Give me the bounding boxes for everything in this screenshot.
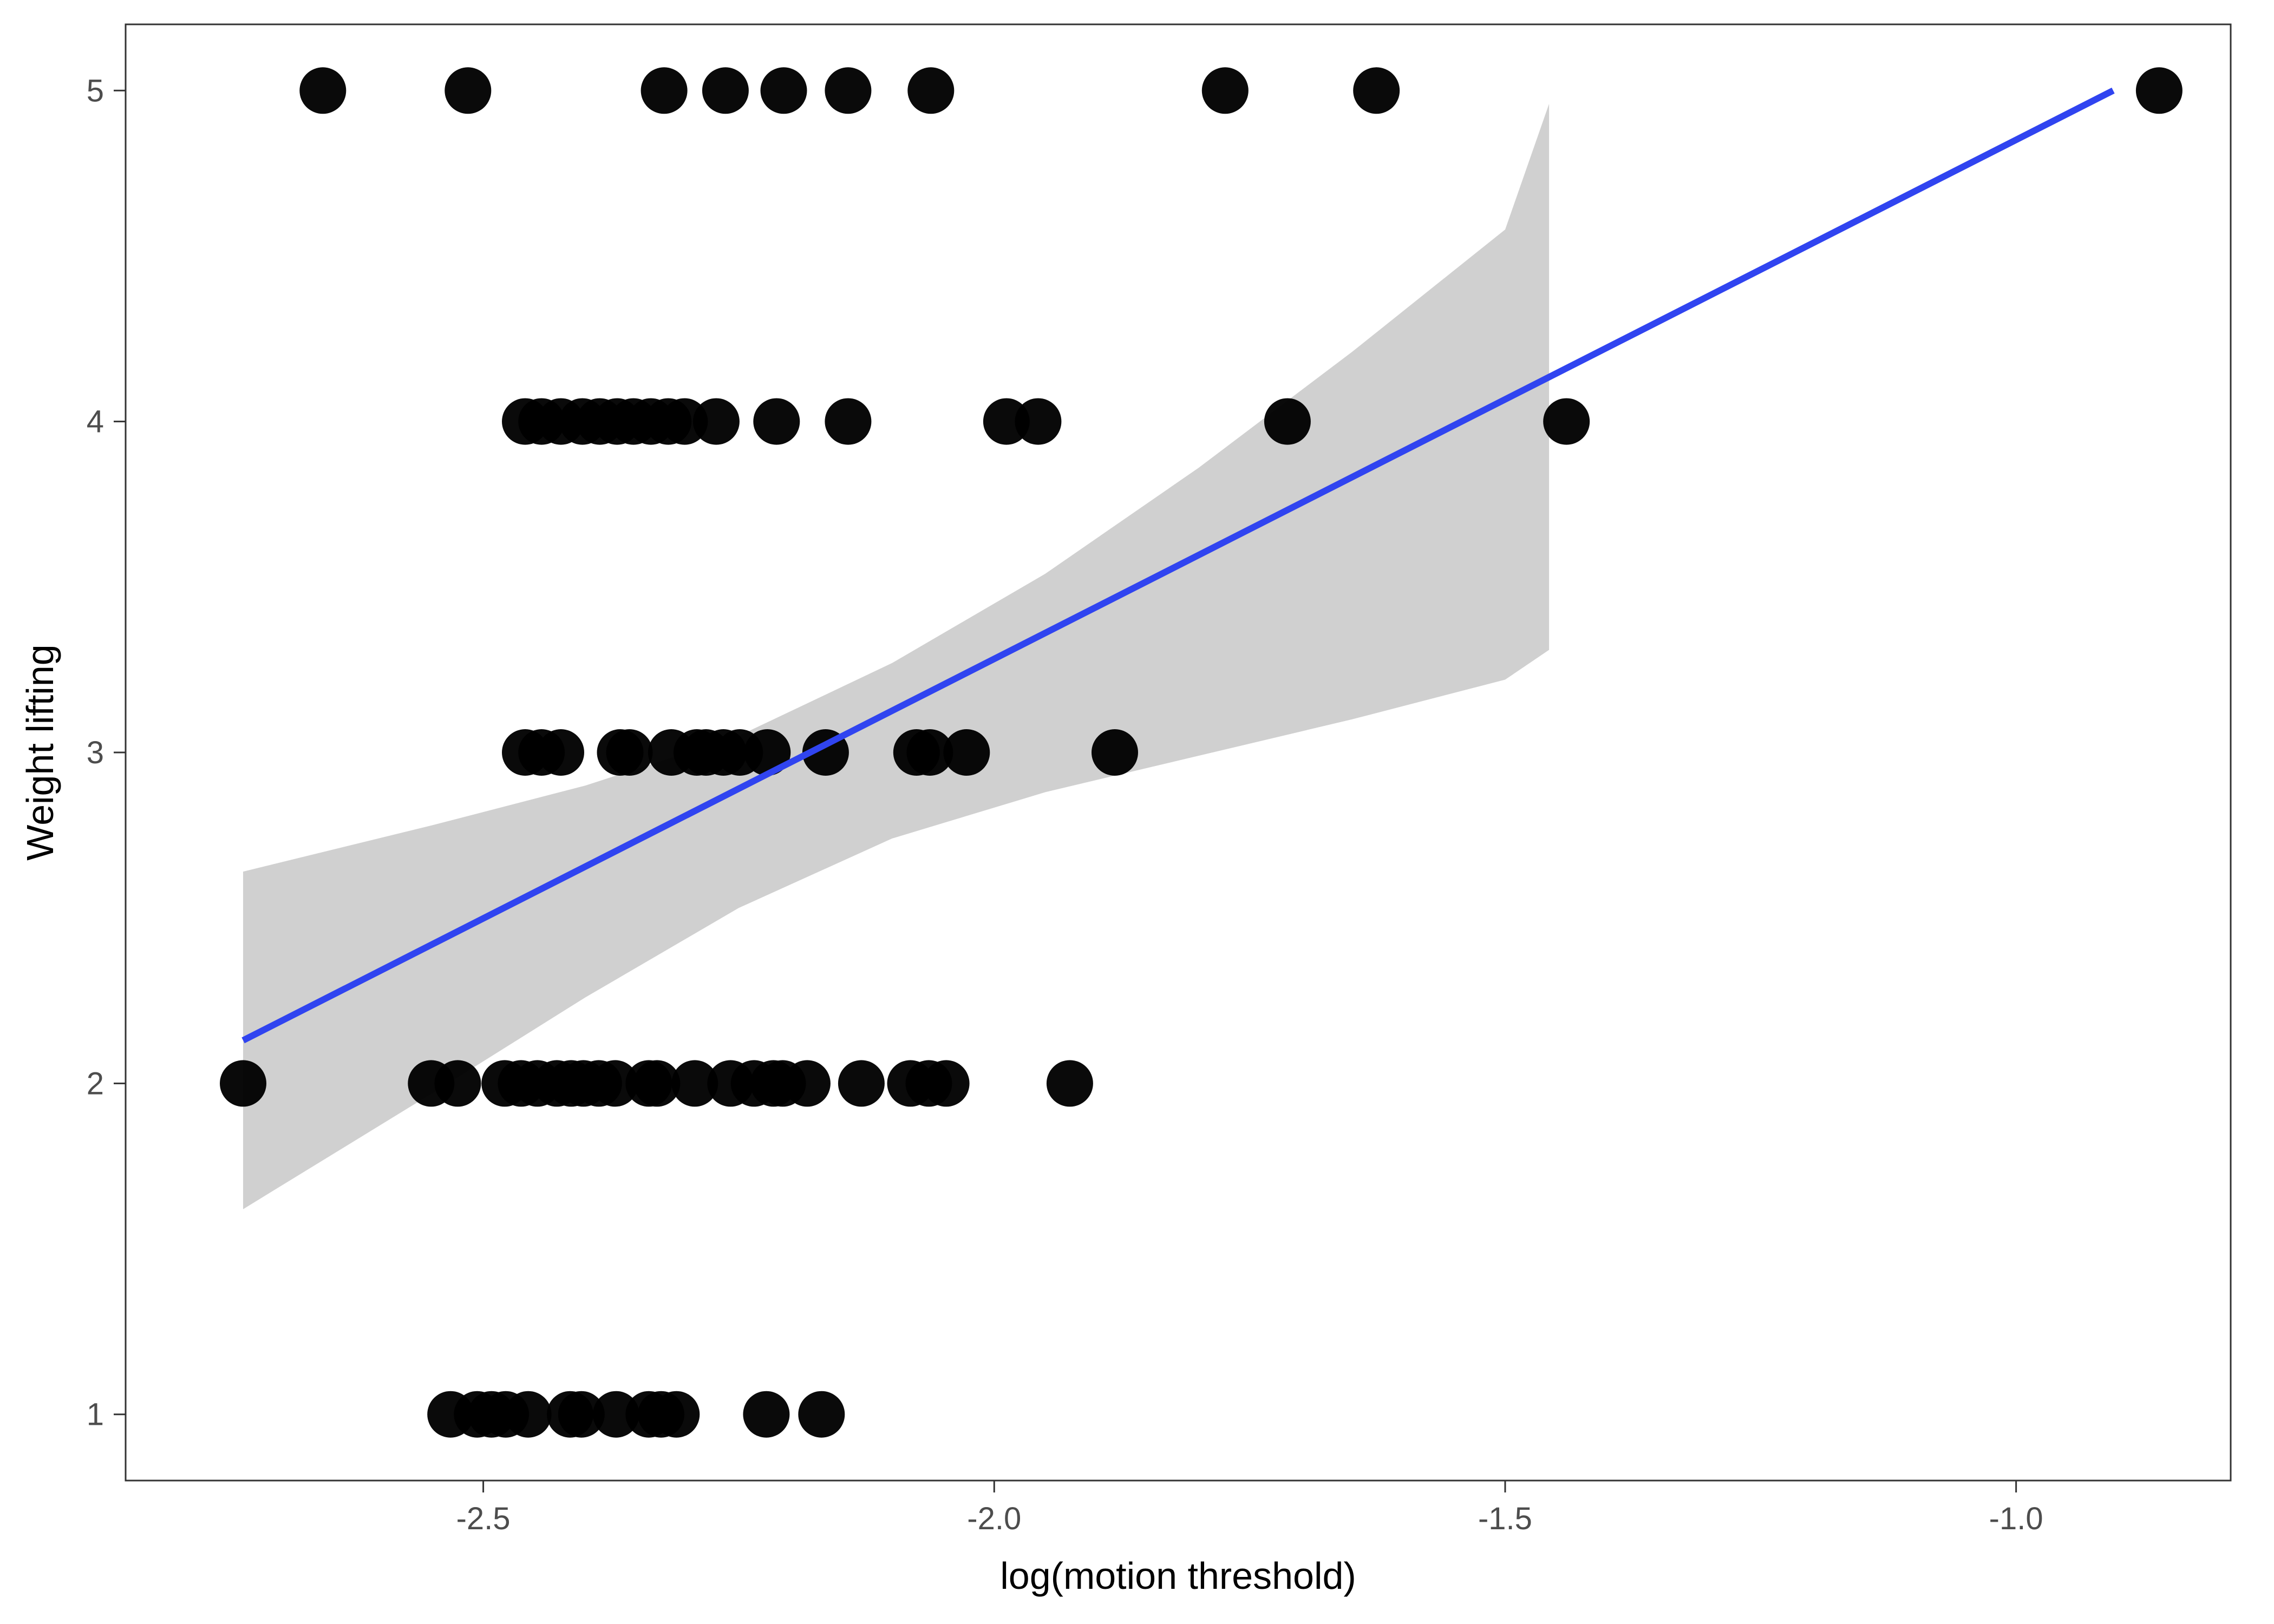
data-point [692, 398, 740, 445]
data-point [838, 1060, 885, 1107]
data-point [943, 729, 990, 776]
y-tick-label: 4 [87, 404, 104, 440]
y-axis: 1 2 3 4 5 [87, 73, 126, 1432]
data-point [505, 1391, 552, 1438]
data-point [592, 1060, 639, 1107]
data-point [653, 1391, 700, 1438]
data-point [445, 67, 492, 114]
data-point [1264, 398, 1311, 445]
data-point [671, 1060, 718, 1107]
y-tick-label: 1 [87, 1397, 104, 1432]
x-tick-label: -1.0 [1989, 1501, 2043, 1536]
data-point [744, 729, 791, 776]
data-point [907, 67, 955, 114]
x-axis-title: log(motion threshold) [1000, 1555, 1356, 1597]
data-point [1046, 1060, 1093, 1107]
data-point [558, 1391, 605, 1438]
data-point [299, 67, 347, 114]
data-point [220, 1060, 266, 1107]
y-tick-label: 2 [87, 1066, 104, 1101]
data-point [906, 729, 953, 776]
data-point [798, 1391, 845, 1438]
y-tick-label: 5 [87, 73, 104, 108]
confidence-band [243, 103, 1550, 1209]
x-axis: -2.5 -2.0 -1.5 -1.0 [456, 1481, 2043, 1536]
y-tick-label: 3 [87, 735, 104, 770]
data-point [702, 67, 749, 114]
data-point [923, 1060, 970, 1107]
points-layer [220, 67, 2182, 1438]
data-point [753, 398, 800, 445]
data-point [1543, 398, 1590, 445]
x-tick-label: -2.5 [456, 1501, 511, 1536]
regression-line [241, 87, 2115, 1044]
data-point [783, 1060, 831, 1107]
data-point [641, 67, 688, 114]
y-axis-title: Weight lifting [19, 644, 61, 860]
data-point [743, 1391, 790, 1438]
data-point [592, 1391, 639, 1438]
data-point [1015, 398, 1062, 445]
data-point [2135, 67, 2182, 114]
data-point [538, 729, 584, 776]
data-point [825, 398, 872, 445]
data-point [825, 67, 872, 114]
data-point [633, 1060, 681, 1107]
data-point [606, 729, 653, 776]
data-point [760, 67, 807, 114]
confidence-band-layer [243, 103, 1550, 1209]
x-tick-label: -1.5 [1478, 1501, 1532, 1536]
data-point [1353, 67, 1400, 114]
data-point [1092, 729, 1138, 776]
data-point [1201, 67, 1249, 114]
data-point [434, 1060, 481, 1107]
x-tick-label: -2.0 [967, 1501, 1021, 1536]
fit-line-layer [241, 87, 2115, 1044]
